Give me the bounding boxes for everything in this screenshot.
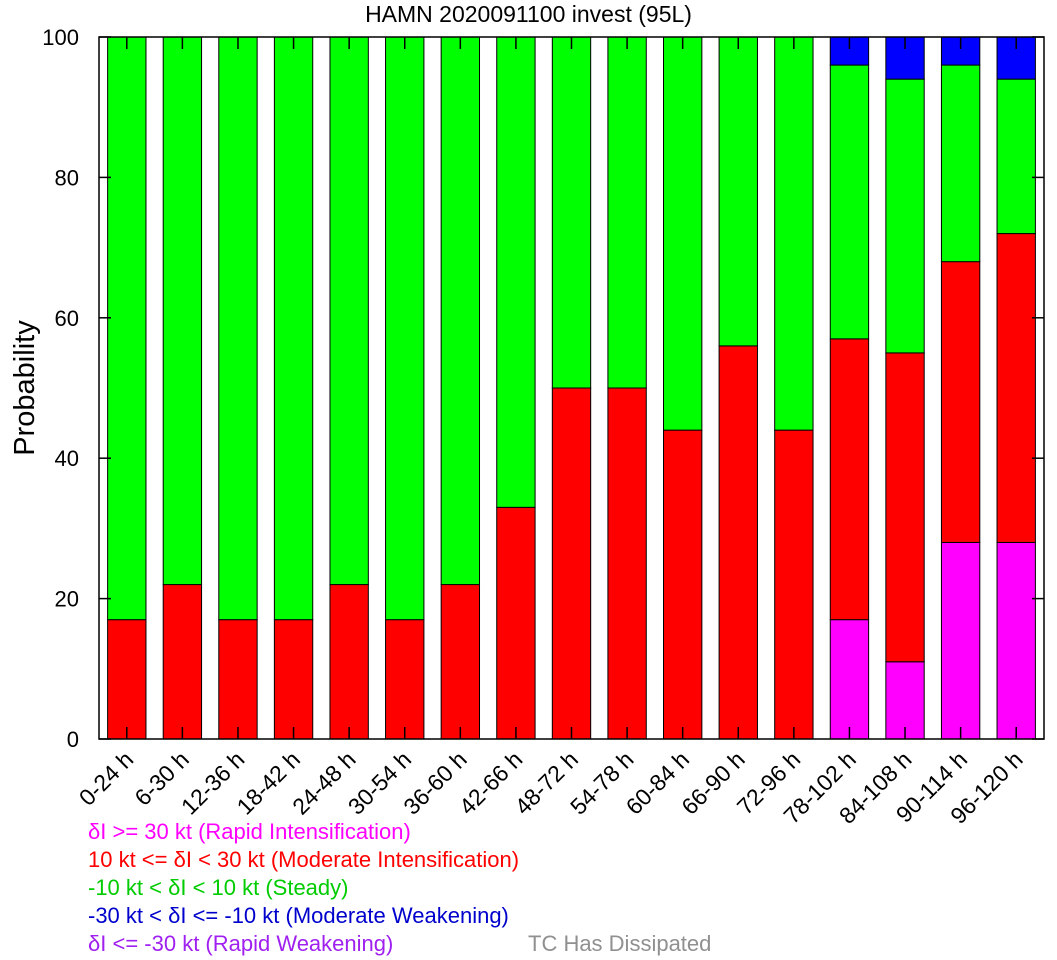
bar-segment-mi (551, 387, 592, 740)
legend-moderate-intensification: 10 kt <= δI < 30 kt (Moderate Intensific… (88, 847, 520, 872)
y-axis-label: Probability (9, 320, 41, 456)
bar-segment-mw (940, 36, 981, 66)
bar-segment-st (440, 36, 481, 586)
bar-segment-ri (996, 541, 1036, 740)
bar-segment-st (940, 64, 981, 263)
bar-segment-mi (385, 619, 425, 740)
bar-segment-mi (996, 233, 1036, 543)
y-tick-label: 0 (67, 727, 79, 752)
bar-segment-mi (440, 584, 481, 740)
bar-segment-mi (718, 345, 758, 740)
y-tick-label: 20 (55, 587, 79, 612)
bar-segment-mi (607, 387, 647, 740)
bar-segment-st (996, 78, 1036, 235)
bar-segment-mi (107, 619, 147, 740)
legend-moderate-weakening: -30 kt < δI <= -10 kt (Moderate Weakenin… (88, 903, 509, 928)
bar-segment-ri (940, 541, 981, 740)
bar-segment-mi (885, 352, 925, 663)
bar-segment-st (663, 36, 703, 431)
legend-rapid-weakening: δI <= -30 kt (Rapid Weakening) (88, 931, 394, 956)
bar-segment-mi (496, 506, 536, 740)
bar-segment-mi (162, 584, 203, 740)
bar-segment-st (329, 36, 369, 586)
chart-title: HAMN 2020091100 invest (95L) (365, 1, 692, 27)
bar-segment-st (829, 64, 870, 340)
y-tick-label: 80 (55, 165, 79, 190)
bar-segment-st (107, 36, 147, 621)
bar-segment-mi (663, 429, 703, 740)
bar-segment-st (607, 36, 647, 389)
bar-segment-ri (829, 619, 870, 740)
bar-segment-mi (329, 584, 369, 740)
legend-steady: -10 kt < δI < 10 kt (Steady) (88, 875, 349, 900)
legend-tc-dissipated: TC Has Dissipated (528, 931, 712, 956)
bar-segment-st (218, 36, 258, 621)
bar-segment-st (273, 36, 314, 621)
bar-segment-mi (774, 429, 814, 740)
bar-segment-st (718, 36, 758, 347)
bar-segment-st (885, 78, 925, 354)
bar-segment-mi (273, 619, 314, 740)
x-tick-label: 0-24 h (74, 746, 139, 811)
bar-segment-st (551, 36, 592, 389)
bar-segment-st (496, 36, 536, 508)
bar-segment-mi (940, 261, 981, 543)
y-tick-label: 100 (42, 25, 79, 50)
bar-segment-st (774, 36, 814, 431)
bar-segment-mi (829, 338, 870, 621)
y-tick-label: 60 (55, 306, 79, 331)
bar-segment-mi (218, 619, 258, 740)
bar-segment-st (162, 36, 203, 586)
y-tick-label: 40 (55, 446, 79, 471)
bar-segment-st (385, 36, 425, 621)
legend-rapid-intensification: δI >= 30 kt (Rapid Intensification) (88, 819, 411, 844)
